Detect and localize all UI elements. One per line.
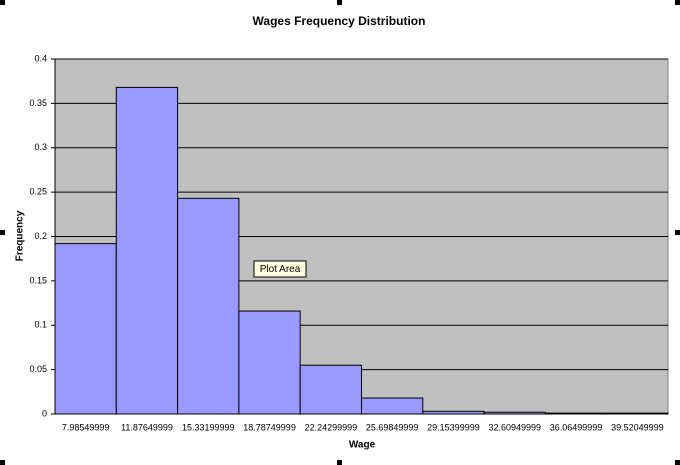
- bar: [54, 243, 117, 415]
- y-tick-label: 0.25: [29, 187, 47, 197]
- tooltip-box: [253, 260, 307, 278]
- x-tick-label: 32.60949999: [488, 422, 541, 432]
- y-tick-label: 0: [42, 408, 47, 418]
- x-tick-label: 7.98549999: [62, 422, 110, 432]
- x-tick-label: 25.69849999: [366, 422, 419, 432]
- bar: [115, 86, 179, 415]
- bar: [544, 412, 608, 415]
- chart-title: Wages Frequency Distribution: [253, 14, 426, 28]
- bar: [177, 197, 240, 415]
- bar: [299, 364, 363, 415]
- y-tick-label: 0.1: [34, 320, 47, 330]
- x-tick-label: 15.33199999: [182, 422, 235, 432]
- y-tick-label: 0.2: [34, 231, 47, 241]
- x-tick-label: 22.24299999: [305, 422, 358, 432]
- bar: [361, 397, 424, 415]
- x-axis-title: Wage: [349, 440, 376, 451]
- y-tick-label: 0.05: [29, 364, 47, 374]
- bar: [422, 410, 485, 415]
- x-tick-label: 36.06499999: [550, 422, 603, 432]
- y-tick-label: 0.15: [29, 275, 47, 285]
- x-tick-label: 18.78749999: [243, 422, 296, 432]
- y-tick-label: 0.35: [29, 98, 47, 108]
- y-axis-title: Frequency: [15, 210, 26, 261]
- x-tick-label: 39.52049999: [611, 422, 664, 432]
- x-tick-label: 11.87649999: [121, 422, 173, 432]
- bar: [606, 412, 669, 415]
- x-tick-label: 29.15399999: [427, 422, 480, 432]
- y-tick-label: 0.3: [34, 142, 47, 152]
- tooltip: Plot Area: [260, 264, 301, 275]
- bar: [483, 411, 546, 415]
- y-tick-label: 0.4: [34, 53, 47, 63]
- bar: [238, 310, 301, 415]
